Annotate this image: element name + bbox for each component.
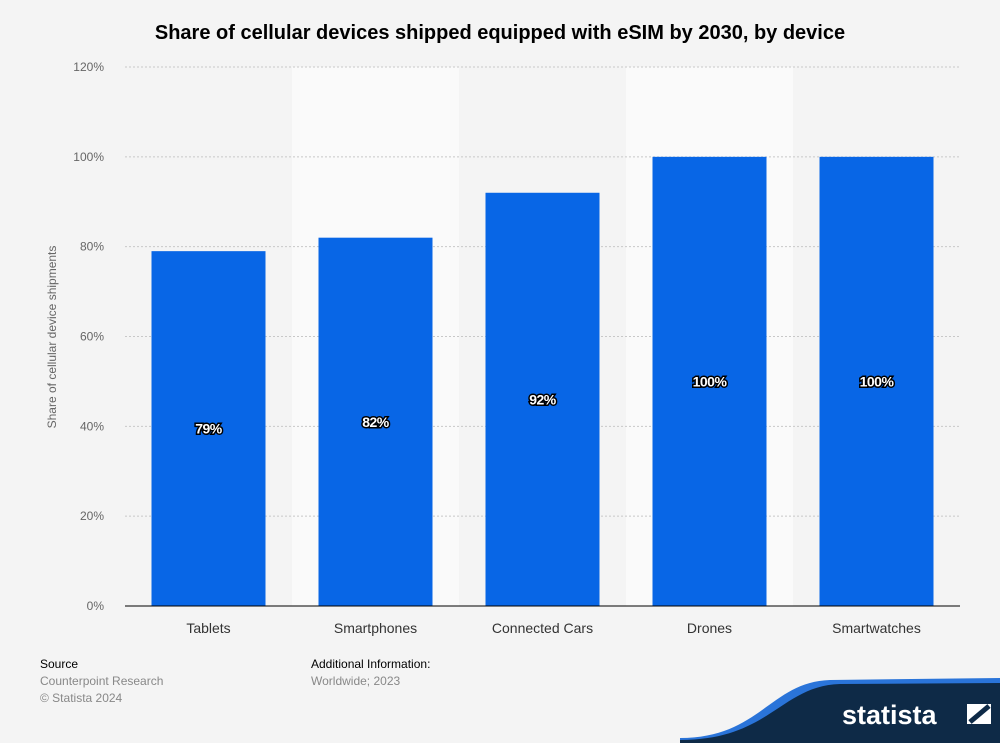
x-tick-label: Smartwatches xyxy=(832,620,921,636)
x-tick-label: Connected Cars xyxy=(492,620,593,636)
x-tick-label: Drones xyxy=(687,620,732,636)
source-link[interactable]: Counterpoint Research xyxy=(40,674,164,688)
y-tick-label: 0% xyxy=(87,599,105,613)
source-block: Source Counterpoint Research © Statista … xyxy=(40,656,163,707)
y-tick-label: 120% xyxy=(73,60,104,74)
data-label: 82% xyxy=(362,414,390,430)
y-axis-label: Share of cellular device shipments xyxy=(45,246,59,429)
data-label: 79% xyxy=(195,421,223,437)
additional-info-block: Additional Information: Worldwide; 2023 xyxy=(311,656,430,690)
copyright: © Statista 2024 xyxy=(40,691,123,705)
x-tick-label: Smartphones xyxy=(334,620,417,636)
source-label: Source xyxy=(40,657,79,671)
chart-title: Share of cellular devices shipped equipp… xyxy=(154,22,846,44)
y-tick-label: 20% xyxy=(80,509,104,523)
y-tick-label: 40% xyxy=(80,419,104,433)
bar-chart: 0% 20% 40% 60% 80% 100% 120% Share of cellular … xyxy=(45,60,960,636)
y-tick-label: 100% xyxy=(73,150,104,164)
bar xyxy=(151,251,266,607)
bar xyxy=(318,237,433,606)
y-tick-label: 80% xyxy=(80,240,104,254)
x-tick-label: Tablets xyxy=(186,620,230,636)
bar xyxy=(819,156,934,607)
additional-info-label: Additional Information: xyxy=(311,657,431,671)
bar xyxy=(652,156,767,607)
statista-logo[interactable]: statista xyxy=(680,678,1000,743)
svg-text:statista: statista xyxy=(842,700,938,730)
data-label: 92% xyxy=(529,391,557,407)
additional-info: Worldwide; 2023 xyxy=(311,674,401,688)
data-label: 100% xyxy=(860,373,895,389)
y-tick-label: 60% xyxy=(80,330,104,344)
bar xyxy=(485,192,600,606)
data-label: 100% xyxy=(693,373,728,389)
